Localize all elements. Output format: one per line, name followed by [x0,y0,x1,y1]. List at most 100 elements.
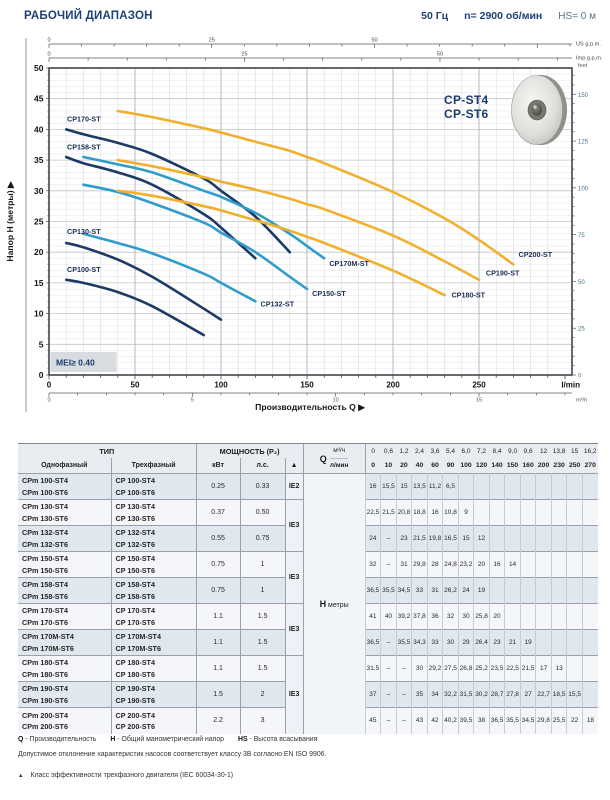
flow-header-lmin: 270 [582,458,598,474]
model-three-phase: CP 190-ST4 CP 190-ST6 [110,681,197,708]
head-value: 16 [426,499,443,526]
head-value: 18,5 [550,681,567,708]
spec-suction: HS= 0 м [558,11,596,22]
head-value: 25,2 [473,655,490,682]
flow-header-lmin: 100 [458,458,474,474]
head-value: 26,4 [473,629,490,656]
col-header-efficiency-triangle: ▲ [284,458,304,474]
head-value: 23,5 [488,655,505,682]
flow-header-lmin: 150 [504,458,521,474]
flow-header-lmin: 140 [489,458,505,474]
head-value: 23 [395,525,412,552]
flow-header-m3h: 2,4 [411,443,428,458]
flow-header-lmin: 120 [473,458,490,474]
head-value [488,499,505,526]
flow-header-m3h: 0,6 [380,443,397,458]
head-value: 31,5 [364,655,381,682]
head-value: 31,5 [457,681,474,708]
tick-label-feet: 50 [578,280,585,286]
head-value [488,473,505,500]
head-value: 31 [395,551,412,578]
head-value: 32,2 [442,681,459,708]
head-value: 23,2 [457,551,474,578]
head-value: 41 [364,603,381,630]
power-kw: 0.75 [195,577,241,604]
head-value [566,473,583,500]
curve-label-cp200-st: CP200-ST [519,250,553,259]
head-value: 33 [426,629,443,656]
tick-label-head-m: 5 [39,339,44,349]
curve-cp190-st [116,158,481,282]
tick-label-head-m: 15 [34,278,44,288]
head-value: 10,8 [442,499,459,526]
tick-label-us-gpm: 50 [371,38,377,44]
model-three-phase: CP 200-ST4 CP 200-ST6 [110,707,197,734]
head-value: – [395,707,412,734]
tick-label-lmin: 100 [214,381,228,390]
head-value: 24 [364,525,381,552]
head-unit-label: H метры [302,473,366,734]
model-three-phase: CP 180-ST4 CP 180-ST6 [110,655,197,682]
head-value: 19,8 [426,525,443,552]
head-value [535,551,552,578]
legend-term: H [110,736,116,743]
head-value: 33 [411,577,428,604]
efficiency-class: IE3 [284,551,304,604]
flow-header-lmin: 250 [566,458,583,474]
curve-label-cp190-st: CP190-ST [486,269,520,278]
curve-label-cp100-st: CP100-ST [67,265,101,274]
tick-label-lmin: 0 [47,381,52,390]
efficiency-class: IE3 [284,603,304,656]
head-value [550,603,567,630]
table-row: CPm 100-ST4 CPm 100-ST6 CP 100-ST4 CP 100-S… [18,473,598,734]
q-label: Q [319,453,327,464]
head-value: 13,5 [411,473,428,500]
legend-item: H - Общий манометрический напор [110,736,224,743]
head-value: 25,8 [473,603,490,630]
head-value: 16 [488,551,505,578]
tick-label-head-m: 45 [34,94,44,104]
power-kw: 1.1 [195,629,241,656]
head-value [581,577,598,604]
head-value: – [380,681,397,708]
curve-label-cp132-st: CP132-ST [261,299,295,308]
head-value: 15 [457,525,474,552]
head-value: 34 [426,681,443,708]
head-value [535,499,552,526]
head-value: 11,2 [426,473,443,500]
head-value: 40,2 [442,707,459,734]
flow-header-m3h: 13,8 [551,443,567,458]
head-value: 30 [442,629,459,656]
footnote-efficiency-text: Класс эффективности трехфазного двигател… [30,772,234,779]
power-hp: 1.5 [239,603,286,630]
head-value [581,681,598,708]
tick-label-lmin: 150 [300,381,314,390]
flow-header-lmin: 160 [520,458,536,474]
unit-label-us-gpm: US g.p.m. [576,42,601,48]
head-value: 13 [550,655,567,682]
curve-label-cp158-st: CP158-ST [67,143,101,152]
head-value: 18 [581,707,598,734]
head-value [504,577,521,604]
tick-label-lmin: 200 [386,381,400,390]
tick-label-lmin: 250 [472,381,486,390]
flow-header-m3h: 0 [364,443,381,458]
head-value: 37 [364,681,381,708]
head-value [581,603,598,630]
flow-header-m3h: 9,0 [504,443,521,458]
head-value: 29,8 [535,707,552,734]
legend-term: HS [238,736,248,743]
head-value [519,577,536,604]
head-value [519,525,536,552]
head-value: 32 [442,603,459,630]
flow-header-m3h: 15 [566,443,583,458]
tick-label-head-m: 30 [34,186,44,196]
power-hp: 1.5 [239,629,286,656]
head-value: 25,5 [550,707,567,734]
tick-label-head-m: 10 [34,309,44,319]
head-value: 22,7 [535,681,552,708]
power-kw: 2.2 [195,707,241,734]
head-value [519,603,536,630]
tick-label-feet: 100 [578,186,589,192]
